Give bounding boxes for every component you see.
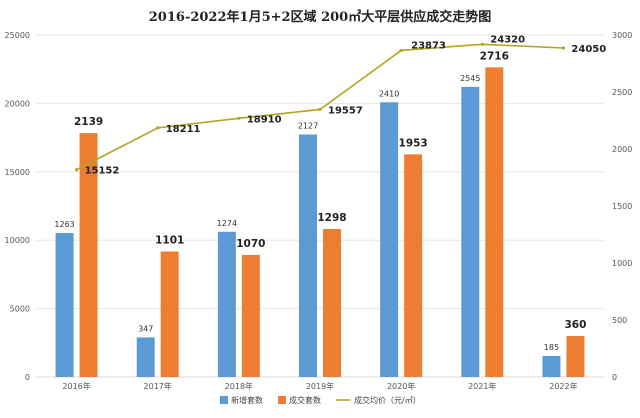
right-tick-label: 0	[612, 373, 617, 382]
legend: 新增套数 成交套数 成交均价（元/㎡）	[220, 395, 421, 405]
category-label: 2022年	[549, 381, 577, 391]
right-tick-label: 500	[612, 316, 627, 325]
bar-label-new-units: 2545	[460, 74, 480, 83]
bar-new-units	[55, 233, 74, 377]
category-labels: 2016年 2017年 2018年 2019年 2020年 2021年 2022年	[62, 381, 577, 391]
left-tick-label: 15000	[5, 168, 30, 177]
bar-new-units	[380, 102, 399, 377]
price-label: 18910	[247, 114, 282, 125]
price-point	[156, 126, 160, 130]
price-point	[318, 107, 322, 112]
bar-sold-units	[241, 255, 260, 377]
price-point	[74, 168, 79, 172]
bar-sold-units	[485, 67, 504, 377]
bar-label-new-units: 1263	[54, 220, 74, 229]
price-label: 23873	[411, 40, 446, 51]
right-tick-label: 1000	[612, 259, 632, 268]
bar-sold-units	[160, 251, 179, 377]
legend-swatch-sold-units	[278, 396, 286, 404]
gridlines	[36, 34, 604, 378]
bar-label-new-units: 347	[138, 324, 153, 333]
bar-label-sold-units: 1298	[317, 212, 346, 224]
data-labels: 1263 2139 347 1101 1274 1070 2127 1298 2410 1953 2…	[54, 34, 606, 352]
bar-new-units	[461, 86, 480, 378]
legend-swatch-new-units	[220, 396, 228, 404]
price-label: 24320	[490, 34, 525, 45]
category-label: 2021年	[468, 381, 496, 391]
price-point	[237, 116, 241, 120]
legend-label-sold-units: 成交套数	[289, 395, 321, 405]
left-axis-ticks: 0 5000 10000 15000 20000 25000	[5, 31, 30, 382]
bar-label-sold-units: 1101	[155, 234, 184, 246]
left-tick-label: 5000	[10, 305, 30, 314]
bar-sold-units	[566, 335, 585, 377]
right-tick-label: 2000	[612, 145, 632, 154]
right-axis-ticks: 0 500 1000 1500 2000 2500 3000	[612, 31, 632, 382]
bar-label-new-units: 1274	[217, 219, 237, 228]
bar-sold-units	[79, 133, 98, 377]
left-tick-label: 0	[25, 373, 30, 382]
bar-sold-units	[404, 154, 423, 377]
bar-label-new-units: 2410	[379, 89, 399, 98]
price-label: 15152	[85, 166, 120, 177]
bars	[55, 67, 585, 378]
category-label: 2017年	[144, 381, 172, 391]
bar-label-sold-units: 1070	[236, 238, 265, 250]
category-label: 2018年	[225, 381, 253, 391]
bar-label-sold-units: 360	[564, 319, 586, 331]
price-label: 19557	[328, 105, 363, 116]
right-tick-label: 1500	[612, 202, 632, 211]
left-tick-label: 25000	[5, 31, 30, 40]
bar-new-units	[542, 355, 561, 377]
bar-label-sold-units: 2716	[480, 50, 509, 62]
chart-title: 2016-2022年1月5+2区域 200㎡大平层供应成交走势图	[149, 9, 491, 25]
category-label: 2019年	[306, 381, 334, 391]
bar-new-units	[217, 231, 236, 377]
price-point	[480, 42, 484, 46]
bar-new-units	[299, 134, 317, 377]
right-tick-label: 2500	[612, 88, 632, 97]
price-label: 18211	[166, 124, 201, 135]
price-line	[74, 42, 566, 172]
legend-label-price: 成交均价（元/㎡）	[354, 395, 421, 405]
category-label: 2020年	[387, 381, 415, 391]
bar-label-sold-units: 1953	[399, 137, 428, 149]
bar-label-new-units: 185	[544, 343, 559, 352]
bar-label-sold-units: 2139	[74, 116, 103, 128]
category-label: 2016年	[62, 381, 90, 391]
price-point	[399, 48, 403, 53]
right-tick-label: 3000	[612, 31, 632, 40]
bar-sold-units	[323, 229, 341, 377]
left-tick-label: 10000	[5, 236, 30, 245]
price-label: 24050	[571, 44, 606, 55]
price-point	[561, 46, 566, 50]
legend-label-new-units: 新增套数	[231, 395, 263, 405]
bar-new-units	[136, 337, 155, 377]
bar-label-new-units: 2127	[298, 122, 318, 131]
left-tick-label: 20000	[5, 99, 30, 108]
